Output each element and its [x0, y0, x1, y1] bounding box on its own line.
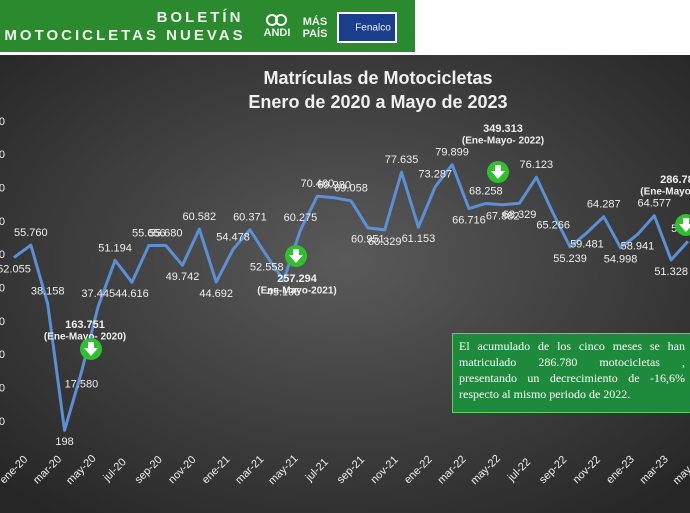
data-label: 55.760	[14, 227, 48, 239]
andi-icon	[275, 14, 287, 26]
bulletin-subtitle: MOTOCICLETAS NUEVAS	[4, 27, 245, 44]
y-tick-label: 30.000	[0, 316, 5, 328]
data-label: 51.194	[98, 242, 132, 254]
data-label: 59.481	[570, 239, 604, 251]
annotation-total: 163.751	[65, 319, 105, 331]
down-arrow	[84, 342, 98, 356]
data-label: 60.951	[351, 234, 385, 246]
logo: PAÍS	[303, 27, 328, 40]
down-arrow	[491, 165, 505, 179]
annotation-period: (Ene-Mayo-2021)	[257, 286, 336, 297]
data-label: 54.478	[216, 231, 250, 243]
data-label: 37.445	[81, 288, 115, 300]
data-label: 77.635	[385, 154, 419, 166]
logo: Fenalco	[355, 23, 391, 34]
logo: ANDI	[264, 27, 291, 39]
logo: MÁS	[303, 15, 327, 28]
plot-background	[0, 55, 690, 513]
data-label: 58.941	[621, 240, 655, 252]
y-tick-label: 40.000	[0, 283, 5, 295]
data-label: 68.329	[503, 209, 537, 221]
data-label: 69.980	[317, 180, 351, 192]
data-label: 52.055	[0, 263, 31, 275]
data-label: 51.328	[654, 266, 688, 278]
bulletin: BOLETÍN	[157, 9, 244, 26]
data-label: 60.275	[284, 212, 318, 224]
data-line	[13, 163, 690, 432]
chart-title: Matrículas de Motocicletas	[263, 68, 492, 88]
data-label: 55.239	[553, 253, 587, 265]
down-arrow	[679, 218, 690, 232]
fenalco-bg	[339, 14, 395, 41]
data-label: 79.899	[435, 147, 469, 159]
chart-subtitle: Enero de 2020 a Mayo de 2023	[248, 92, 507, 112]
data-label: 198	[55, 436, 73, 448]
data-label: 17.580	[65, 378, 99, 390]
data-label: 61.153	[402, 233, 436, 245]
y-tick-label: 80.000	[0, 149, 5, 161]
data-label: 60.329	[368, 236, 402, 248]
y-tick-label: 20.000	[0, 349, 5, 361]
data-label: 76.123	[520, 159, 554, 171]
data-label: 65.266	[536, 219, 570, 231]
data-label: 64.287	[587, 199, 621, 211]
data-label: 55.680	[149, 227, 183, 239]
annotation-total: 349.313	[483, 123, 523, 135]
data-label: 64.577	[637, 198, 671, 210]
data-label: 44.692	[199, 288, 233, 300]
note-box: El acumulado de los cinco meses se han m…	[452, 333, 690, 413]
annotation-period: (Ene-Mayo-2023)	[640, 187, 690, 198]
data-label: 45.195	[267, 286, 301, 298]
data-label: 60.582	[183, 211, 217, 223]
y-tick-label: 70.000	[0, 183, 5, 195]
data-label: 66.716	[452, 215, 486, 227]
data-label: 67.882	[486, 211, 520, 223]
data-label: 54.998	[604, 254, 638, 266]
y-tick-label: 90.000	[0, 116, 5, 128]
y-tick-label: 50.000	[0, 249, 5, 261]
data-label: 73.287	[418, 169, 452, 181]
data-label: 68.258	[469, 185, 503, 197]
annotation-total: 286.780	[660, 174, 690, 186]
data-label: 38.158	[31, 286, 65, 298]
data-label: 69.058	[334, 183, 368, 195]
annotation-total: 257.294	[277, 273, 318, 285]
y-tick-label: 60.000	[0, 216, 5, 228]
annotation-period: (Ene-Mayo- 2020)	[44, 332, 126, 343]
data-label: 55.656	[132, 227, 166, 239]
down-arrow	[289, 249, 303, 263]
data-label: 70.460	[300, 178, 334, 190]
data-label: 52.558	[250, 262, 284, 274]
y-tick-label: 0	[0, 416, 5, 428]
header-blank	[415, 0, 690, 55]
data-label: 49.742	[166, 271, 200, 283]
data-label: 60.371	[233, 212, 267, 224]
data-label: 44.616	[115, 288, 149, 300]
y-tick-label: 10.000	[0, 383, 5, 395]
annotation-period: (Ene-Mayo- 2022)	[462, 136, 544, 147]
